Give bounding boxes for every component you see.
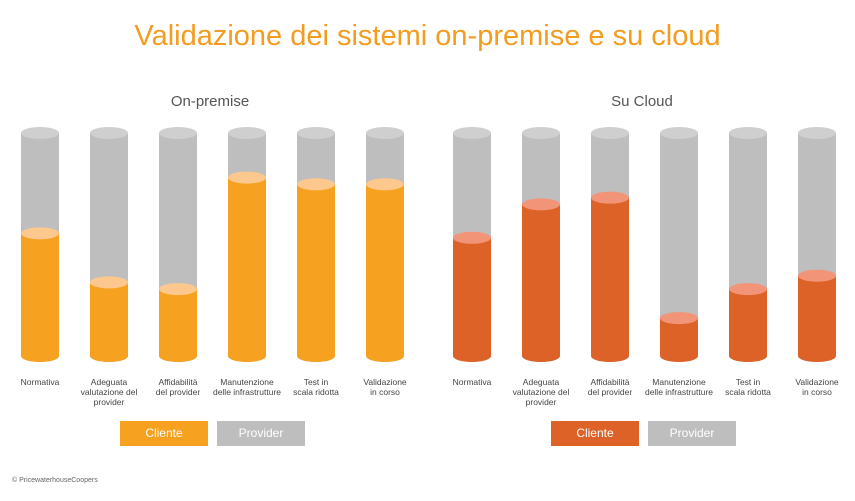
cliente-bar-cap-on-premise-2 bbox=[159, 283, 197, 296]
provider-bar-cap-su-cloud-2 bbox=[591, 127, 629, 139]
category-label-on-premise-0: Normativa bbox=[20, 377, 60, 387]
category-label-su-cloud-1: Adeguata valutazione del provider bbox=[512, 377, 570, 407]
cliente-bar-base-su-cloud-3 bbox=[660, 350, 698, 362]
provider-bar-cap-on-premise-3 bbox=[228, 127, 266, 139]
cliente-bar-su-cloud-1 bbox=[522, 204, 560, 356]
cliente-bar-cap-on-premise-0 bbox=[21, 227, 59, 240]
provider-bar-cap-su-cloud-5 bbox=[798, 127, 836, 139]
cliente-bar-base-su-cloud-1 bbox=[522, 350, 560, 362]
cliente-bar-cap-su-cloud-3 bbox=[660, 312, 698, 325]
cliente-bar-on-premise-2 bbox=[159, 289, 197, 356]
category-label-su-cloud-3: Manutenzione delle infrastrutture bbox=[644, 377, 714, 397]
cliente-bar-cap-su-cloud-5 bbox=[798, 269, 836, 282]
cliente-bar-su-cloud-5 bbox=[798, 275, 836, 356]
cliente-bar-cap-on-premise-4 bbox=[297, 178, 335, 191]
cliente-bar-cap-on-premise-5 bbox=[366, 178, 404, 191]
chart-title: Validazione dei sistemi on-premise e su … bbox=[134, 20, 721, 52]
category-label-su-cloud-4: Test in scala ridotta bbox=[725, 377, 771, 397]
copyright-notice: © PricewaterhouseCoopers bbox=[12, 477, 98, 484]
cliente-bar-cap-su-cloud-4 bbox=[729, 283, 767, 296]
cliente-bar-cap-on-premise-3 bbox=[228, 171, 266, 184]
cliente-bar-base-on-premise-1 bbox=[90, 350, 128, 362]
cliente-bar-base-on-premise-3 bbox=[228, 350, 266, 362]
cliente-bar-on-premise-4 bbox=[297, 184, 335, 356]
legend-cliente-on-premise: Cliente bbox=[120, 421, 208, 446]
cliente-bar-on-premise-1 bbox=[90, 282, 128, 356]
category-label-on-premise-5: Validazione in corso bbox=[363, 377, 407, 397]
category-label-on-premise-2: Affidabilità del provider bbox=[155, 377, 201, 397]
cliente-bar-su-cloud-2 bbox=[591, 197, 629, 356]
panel-title-on-premise: On-premise bbox=[170, 93, 250, 110]
legend-provider-su-cloud: Provider bbox=[648, 421, 736, 446]
category-label-on-premise-4: Test in scala ridotta bbox=[293, 377, 339, 397]
cliente-bar-base-su-cloud-5 bbox=[798, 350, 836, 362]
cliente-bar-on-premise-3 bbox=[228, 177, 266, 356]
cliente-bar-cap-su-cloud-0 bbox=[453, 231, 491, 244]
cliente-bar-base-su-cloud-2 bbox=[591, 350, 629, 362]
cliente-bar-on-premise-5 bbox=[366, 184, 404, 356]
cliente-bar-base-on-premise-0 bbox=[21, 350, 59, 362]
provider-bar-cap-su-cloud-4 bbox=[729, 127, 767, 139]
cliente-bar-base-su-cloud-0 bbox=[453, 350, 491, 362]
cliente-bar-base-on-premise-4 bbox=[297, 350, 335, 362]
category-label-su-cloud-5: Validazione in corso bbox=[795, 377, 839, 397]
cliente-bar-cap-su-cloud-2 bbox=[591, 191, 629, 204]
legend-cliente-su-cloud: Cliente bbox=[551, 421, 639, 446]
provider-bar-cap-on-premise-5 bbox=[366, 127, 404, 139]
provider-bar-cap-su-cloud-3 bbox=[660, 127, 698, 139]
cliente-bar-su-cloud-3 bbox=[660, 318, 698, 356]
cliente-bar-base-on-premise-2 bbox=[159, 350, 197, 362]
cliente-bar-base-su-cloud-4 bbox=[729, 350, 767, 362]
category-label-su-cloud-2: Affidabilità del provider bbox=[587, 377, 633, 397]
cliente-bar-on-premise-0 bbox=[21, 233, 59, 356]
cliente-bar-cap-su-cloud-1 bbox=[522, 198, 560, 211]
provider-bar-cap-su-cloud-0 bbox=[453, 127, 491, 139]
category-label-on-premise-1: Adeguata valutazione del provider bbox=[80, 377, 138, 407]
provider-bar-cap-su-cloud-1 bbox=[522, 127, 560, 139]
category-label-su-cloud-0: Normativa bbox=[452, 377, 492, 387]
category-label-on-premise-3: Manutenzione delle infrastrutture bbox=[212, 377, 282, 397]
provider-bar-cap-on-premise-0 bbox=[21, 127, 59, 139]
provider-bar-cap-on-premise-1 bbox=[90, 127, 128, 139]
provider-bar-cap-on-premise-4 bbox=[297, 127, 335, 139]
panel-title-su-cloud: Su Cloud bbox=[611, 93, 673, 110]
cliente-bar-su-cloud-0 bbox=[453, 237, 491, 356]
cliente-bar-cap-on-premise-1 bbox=[90, 276, 128, 289]
provider-bar-cap-on-premise-2 bbox=[159, 127, 197, 139]
cliente-bar-su-cloud-4 bbox=[729, 289, 767, 356]
cliente-bar-base-on-premise-5 bbox=[366, 350, 404, 362]
legend-provider-on-premise: Provider bbox=[217, 421, 305, 446]
